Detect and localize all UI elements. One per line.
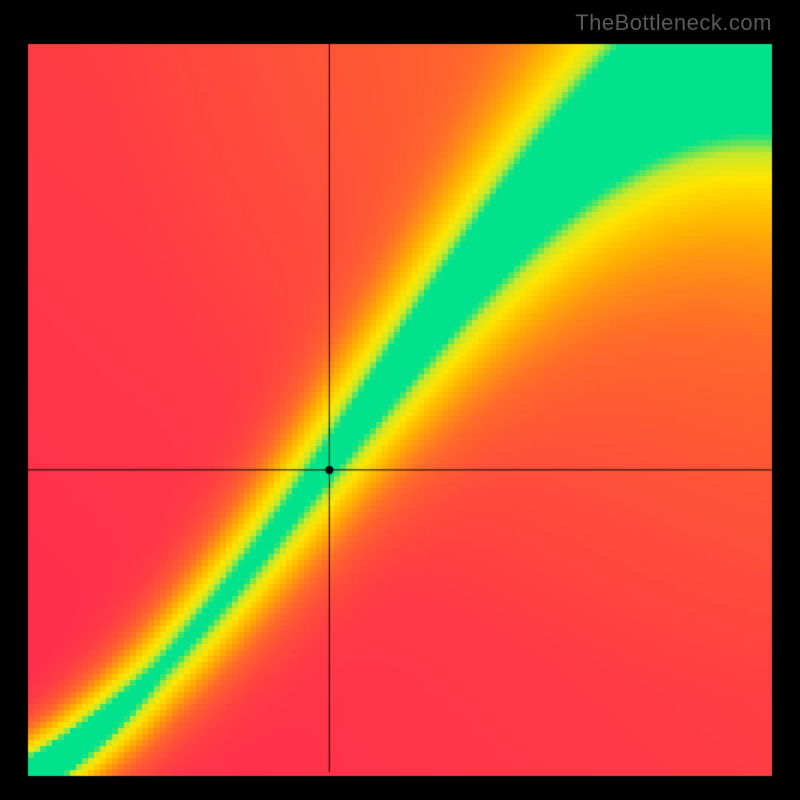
- bottleneck-heatmap: [0, 0, 800, 800]
- watermark-text: TheBottleneck.com: [575, 10, 772, 36]
- chart-frame: TheBottleneck.com: [0, 0, 800, 800]
